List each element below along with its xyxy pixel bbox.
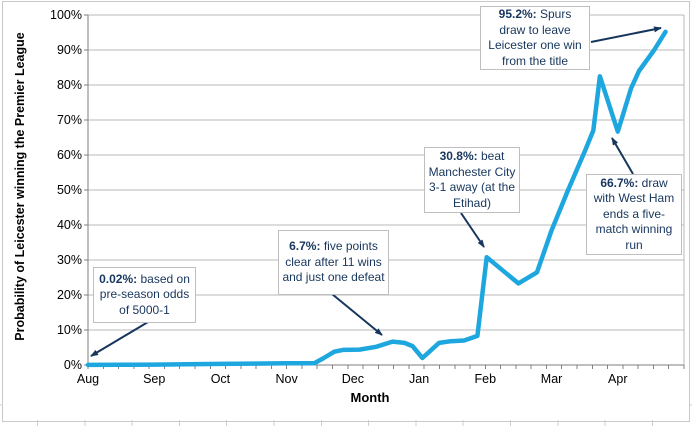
y-tick-label: 50% <box>56 183 82 197</box>
x-tick-label: Nov <box>275 372 298 386</box>
annotation-text: 30.8%: beat Manchester City 3-1 away (at… <box>428 149 516 210</box>
y-tick-label: 10% <box>56 323 82 337</box>
annotation-box-30.8: 30.8%: beat Manchester City 3-1 away (at… <box>424 147 520 213</box>
worksheet-gridline-slivers <box>0 404 692 426</box>
series-line <box>85 29 668 368</box>
x-tick-label: Feb <box>474 372 497 386</box>
annotation-box-6.7: 6.7%: five points clear after 11 wins an… <box>278 230 389 295</box>
y-tick-label: 100% <box>50 8 82 22</box>
x-tick-label: Apr <box>608 372 628 386</box>
y-axis-title: Probability of Leicester winning the Pre… <box>13 32 27 341</box>
annotation-arrow <box>90 321 149 357</box>
annotation-box-95.2: 95.2%: Spurs draw to leave Leicester one… <box>480 6 590 70</box>
annotation-arrow <box>611 137 634 175</box>
annotation-arrow <box>460 212 485 248</box>
annotation-text: 66.7%: draw with West Ham ends a five-ma… <box>593 175 675 252</box>
x-tick-label: Aug <box>76 372 100 386</box>
annotation-arrow <box>590 26 662 43</box>
annotation-text: 6.7%: five points clear after 11 wins an… <box>282 239 385 285</box>
annotation-box-0.02: 0.02%: based on pre-season odds of 5000-… <box>93 267 196 323</box>
x-tick-label: Mar <box>540 372 563 386</box>
y-tick-label: 70% <box>56 113 82 127</box>
y-tick-label: 20% <box>56 288 82 302</box>
annotation-arrows <box>90 26 662 357</box>
annotation-text: 0.02%: based on pre-season odds of 5000-… <box>99 271 190 317</box>
x-tick-label: Jan <box>409 372 430 386</box>
y-tick-label: 0% <box>63 358 82 372</box>
y-tick-label: 30% <box>56 253 82 267</box>
x-tick-label: Sep <box>143 372 166 386</box>
series-line-group <box>85 29 668 368</box>
y-tick-label: 80% <box>56 78 82 92</box>
annotation-text: 95.2%: Spurs draw to leave Leicester one… <box>488 7 582 68</box>
x-tick-label: Dec <box>341 372 364 386</box>
y-tick-label: 90% <box>56 43 82 57</box>
x-axis-title: Month <box>350 390 390 405</box>
y-tick-label: 60% <box>56 148 82 162</box>
annotation-arrow <box>331 293 383 336</box>
y-tick-label: 40% <box>56 218 82 232</box>
x-tick-label: Oct <box>210 372 231 386</box>
annotation-box-66.7: 66.7%: draw with West Ham ends a five-ma… <box>586 174 682 255</box>
